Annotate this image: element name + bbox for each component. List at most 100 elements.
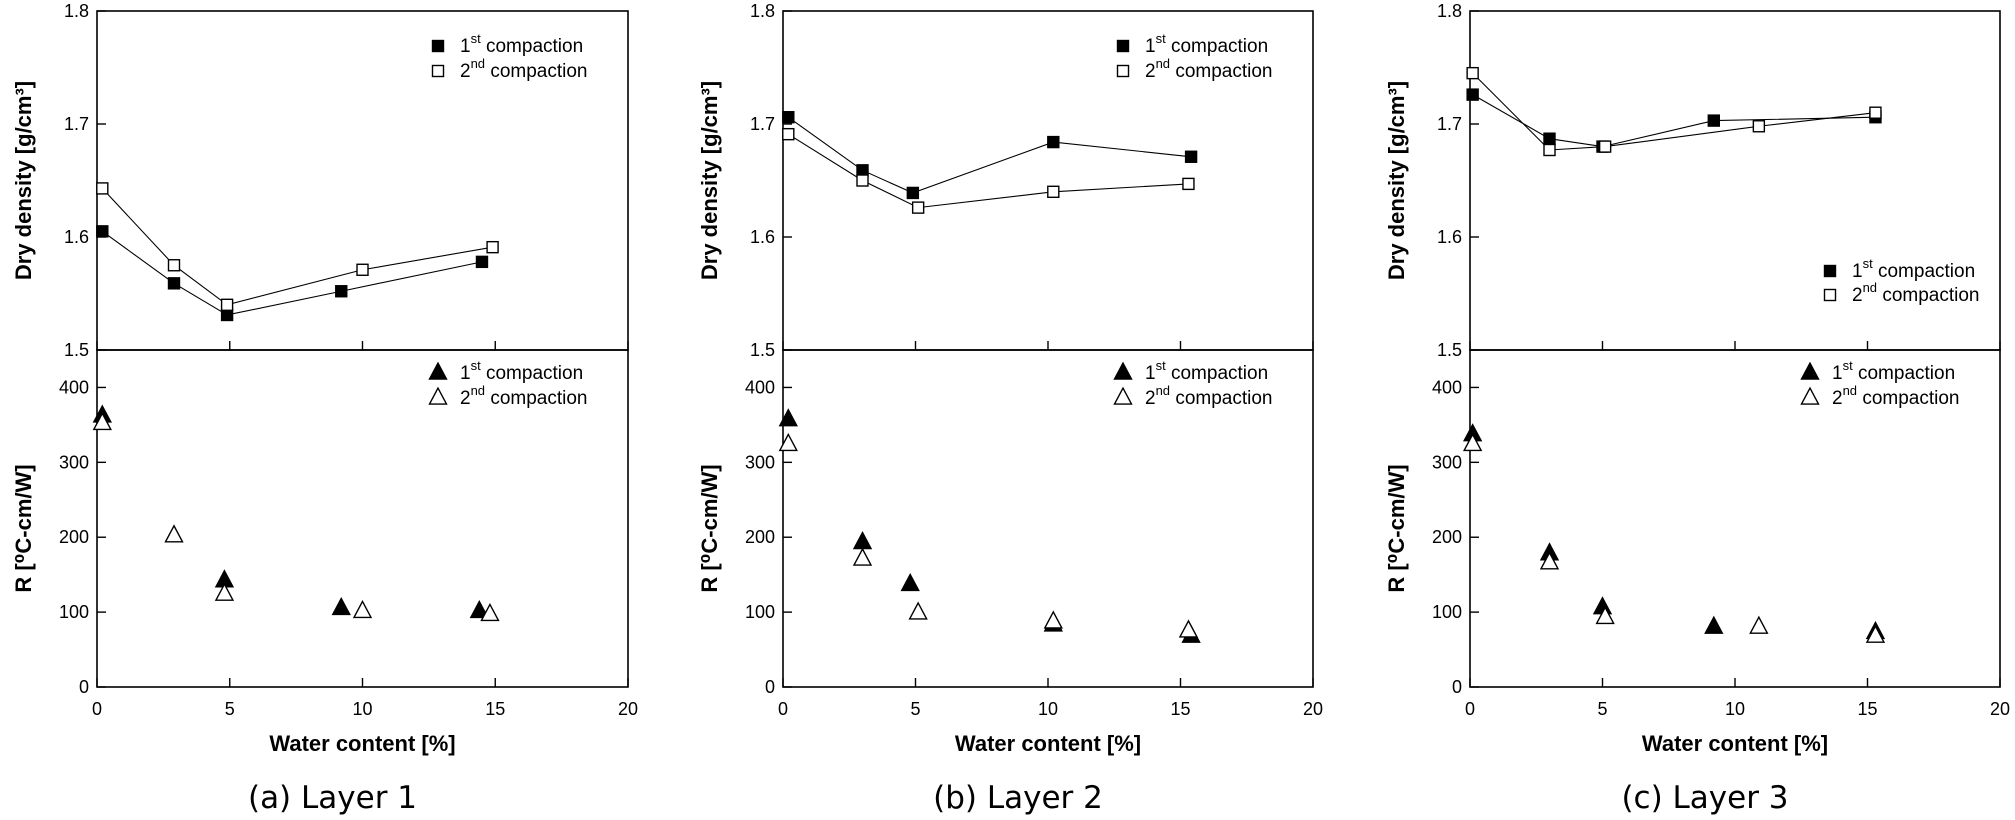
data-point	[1543, 143, 1556, 157]
legend-label-rest: compaction	[481, 36, 583, 57]
legend-label-sup: st	[471, 358, 482, 373]
x-axis-label: Water content [%]	[1642, 731, 1828, 756]
legend-label: 1st compaction	[460, 358, 583, 384]
legend-marker	[428, 386, 448, 405]
legend-label: 1st compaction	[1852, 256, 1975, 282]
bottom-y-tick-label: 400	[1432, 377, 1462, 397]
legend-label-rest: compaction	[1170, 61, 1272, 82]
data-point	[164, 524, 184, 543]
top-y-axis-label: Dry density [g/cm³]	[697, 81, 722, 280]
top-y-tick-label: 1.8	[64, 1, 89, 21]
series-line-2	[1472, 72, 1876, 151]
legend-label-sup: nd	[1843, 383, 1857, 398]
panel-caption: (c) Layer 3	[1621, 780, 1788, 816]
legend-marker	[1823, 264, 1837, 278]
data-point	[1704, 615, 1724, 634]
x-tick-label: 0	[1465, 699, 1475, 719]
data-point	[782, 127, 795, 141]
data-point	[486, 240, 499, 254]
data-point	[167, 277, 181, 290]
x-tick-label: 10	[1038, 699, 1058, 719]
data-point	[1598, 140, 1612, 153]
legend-marker	[431, 64, 445, 78]
x-tick-label: 0	[92, 699, 102, 719]
legend-label-main: 1	[1852, 261, 1863, 282]
bottom-y-tick-label: 100	[745, 602, 775, 622]
legend-label: 1st compaction	[1145, 358, 1268, 384]
bottom-y-tick-label: 200	[745, 527, 775, 547]
legend-label-main: 2	[460, 388, 471, 409]
legend-label: 2nd compaction	[1145, 383, 1273, 409]
x-tick-label: 15	[1857, 699, 1877, 719]
legend-label-rest: compaction	[1873, 261, 1975, 282]
data-point	[475, 255, 489, 269]
data-point	[220, 308, 234, 322]
top-y-tick-label: 1.6	[1437, 227, 1462, 247]
data-point	[1865, 624, 1886, 643]
legend-label-rest: compaction	[481, 363, 583, 384]
legend-marker	[1823, 288, 1837, 302]
top-y-tick-label: 1.5	[64, 340, 89, 360]
data-point	[1462, 432, 1483, 452]
x-tick-label: 20	[1303, 699, 1323, 719]
data-point	[220, 298, 234, 311]
legend-label-main: 2	[1852, 285, 1863, 306]
legend-label-rest: compaction	[1857, 388, 1959, 409]
bottom-y-tick-label: 200	[59, 527, 89, 547]
legend-label: 1st compaction	[1832, 358, 1955, 384]
legend-label-main: 2	[1145, 61, 1156, 82]
x-tick-label: 20	[618, 699, 638, 719]
data-point	[856, 164, 869, 177]
top-y-tick-label: 1.6	[64, 227, 89, 247]
top-y-tick-label: 1.5	[750, 340, 775, 360]
series-line-1	[101, 230, 483, 316]
data-point	[908, 601, 928, 620]
legend-label-sup: st	[1156, 358, 1167, 373]
data-point	[852, 547, 873, 566]
legend-label-main: 1	[1145, 36, 1156, 57]
legend-label-sup: nd	[1156, 383, 1170, 398]
data-point	[469, 599, 489, 619]
legend-label: 1st compaction	[460, 31, 583, 57]
legend-label: 2nd compaction	[460, 383, 588, 409]
legend-marker	[1113, 361, 1133, 380]
x-tick-label: 15	[1170, 699, 1190, 719]
bottom-y-axis-label: R [⁰C-cm/W]	[697, 464, 722, 592]
top-y-tick-label: 1.5	[1437, 340, 1462, 360]
legend-label-rest: compaction	[1166, 363, 1268, 384]
data-point	[856, 174, 869, 187]
data-point	[1869, 106, 1882, 119]
legend-label-sup: st	[471, 31, 482, 46]
panel-caption: (a) Layer 1	[248, 780, 417, 816]
x-tick-label: 5	[910, 699, 920, 719]
legend-label-rest: compaction	[1166, 36, 1268, 57]
legend-marker	[431, 39, 445, 53]
top-y-axis-label: Dry density [g/cm³]	[11, 81, 36, 280]
series-line-2	[788, 133, 1189, 209]
legend-label-sup: nd	[471, 383, 485, 398]
x-tick-label: 5	[1597, 699, 1607, 719]
series-line-2	[101, 188, 493, 306]
data-point	[1043, 610, 1063, 629]
panel-caption: (b) Layer 2	[933, 780, 1103, 816]
data-point	[1182, 177, 1195, 191]
legend-label: 2nd compaction	[460, 56, 588, 82]
data-point	[96, 182, 109, 195]
top-y-tick-label: 1.8	[1437, 1, 1462, 21]
legend-label: 1st compaction	[1145, 31, 1268, 57]
x-tick-label: 5	[225, 699, 235, 719]
x-tick-label: 20	[1990, 699, 2010, 719]
bottom-y-tick-label: 400	[745, 377, 775, 397]
legend-marker	[1113, 386, 1133, 405]
data-point	[1752, 120, 1766, 133]
x-axis-label: Water content [%]	[955, 731, 1141, 756]
legend-marker	[1116, 64, 1130, 78]
legend-label-sup: nd	[1156, 56, 1170, 71]
legend-marker	[1800, 361, 1820, 380]
data-point	[852, 531, 873, 550]
data-point	[1707, 114, 1721, 127]
data-point	[778, 408, 798, 427]
data-point	[1184, 150, 1198, 163]
